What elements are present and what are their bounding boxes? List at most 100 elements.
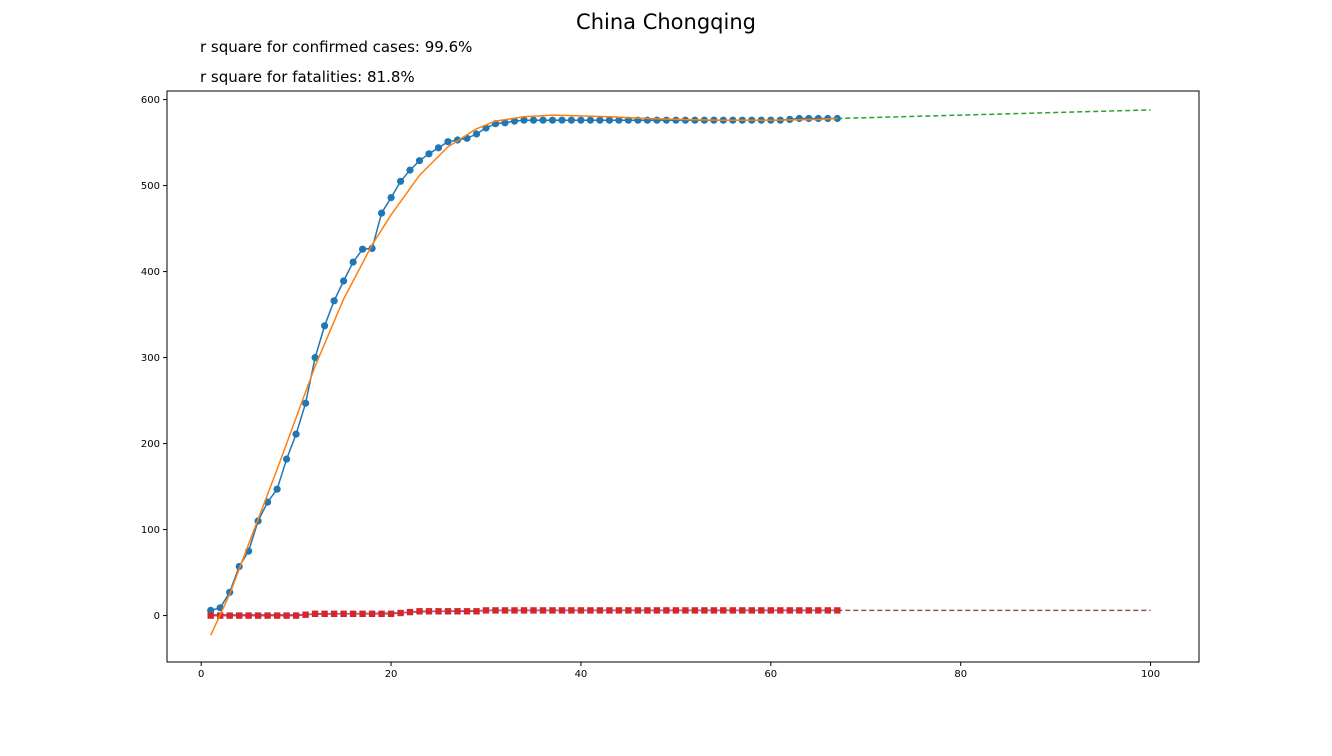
confirmed-point <box>273 485 281 493</box>
fatalities-point <box>520 607 528 614</box>
confirmed-point <box>605 116 614 124</box>
fatalities-point <box>796 607 803 614</box>
fatalities-point <box>463 608 471 615</box>
x-tick-label: 0 <box>198 669 204 680</box>
fatalities-point <box>720 607 727 614</box>
fatalities-point <box>416 608 423 615</box>
fatalities-point <box>492 607 499 614</box>
fatalities-point <box>615 607 623 614</box>
confirmed-point <box>558 116 566 124</box>
fatalities-point <box>691 607 699 614</box>
confirmed-point <box>378 209 386 217</box>
confirmed-line <box>210 117 838 612</box>
fatalities-point <box>682 607 689 614</box>
fatalities-point <box>511 607 518 614</box>
confirmed-point <box>653 116 661 124</box>
confirmed-point <box>510 117 519 125</box>
confirmed-point <box>340 277 348 285</box>
fatalities-point <box>558 607 566 614</box>
fatalities-point <box>786 607 793 614</box>
confirmed-point <box>520 116 528 124</box>
confirmed-point <box>444 138 452 146</box>
confirmed-point <box>539 116 547 124</box>
fatalities-point <box>283 612 290 619</box>
fatalities-point <box>644 607 651 614</box>
confirmed-point <box>529 116 538 124</box>
confirmed-point <box>586 116 595 124</box>
confirmed-point <box>330 297 338 305</box>
y-tick-label: 0 <box>154 611 160 622</box>
confirmed-point <box>472 130 481 138</box>
confirmed-fit-curve <box>210 114 838 636</box>
fatalities-point <box>625 607 632 614</box>
fatalities-point <box>549 607 556 614</box>
fatalities-point <box>653 607 661 614</box>
fatalities-point <box>824 607 831 614</box>
confirmed-point <box>349 258 357 266</box>
confirmed-point <box>415 157 424 165</box>
fatalities-point <box>359 610 366 617</box>
fatalities-point <box>577 607 585 614</box>
confirmed-point <box>805 114 813 123</box>
fatalities-point <box>245 612 252 619</box>
x-axis: 0 20 40 60 80 100 <box>198 662 1160 680</box>
r-square-confirmed-text: r square for confirmed cases: 99.6% <box>200 38 473 56</box>
fatalities-point <box>254 612 262 619</box>
y-axis: 0 100 200 300 400 500 600 <box>141 95 167 622</box>
confirmed-point <box>814 114 822 123</box>
confirmed-point <box>596 116 604 124</box>
fatalities-point <box>530 607 537 614</box>
fatalities-point <box>273 612 281 619</box>
confirmed-point <box>501 119 509 127</box>
fatalities-point <box>454 608 461 615</box>
fatalities-point <box>236 612 243 619</box>
confirmed-point <box>387 194 395 202</box>
fatalities-point <box>311 610 319 617</box>
fatalities-point <box>539 607 547 614</box>
fatalities-point <box>767 607 774 614</box>
x-tick-label: 40 <box>575 669 588 680</box>
fatalities-point <box>501 607 509 614</box>
fatalities-point <box>435 608 442 615</box>
confirmed-point <box>397 177 405 185</box>
fatalities-point <box>777 607 784 614</box>
y-tick-label: 600 <box>141 95 160 106</box>
fatalities-point <box>596 607 604 614</box>
fatalities-point <box>834 607 841 614</box>
fatalities-point <box>425 608 433 615</box>
confirmed-point <box>406 166 414 174</box>
fatalities-point <box>330 610 338 617</box>
fatalities-point <box>739 607 746 614</box>
confirmed-point <box>548 116 557 124</box>
fatalities-point <box>606 607 613 614</box>
confirmed-point <box>425 150 433 158</box>
y-tick-label: 300 <box>141 353 160 364</box>
fatalities-point <box>815 607 822 614</box>
fatalities-point <box>397 609 404 617</box>
x-tick-label: 100 <box>1141 669 1160 680</box>
x-tick-label: 60 <box>764 669 777 680</box>
confirmed-point <box>672 116 680 124</box>
confirmed-point <box>368 244 376 252</box>
fatalities-point <box>444 608 452 615</box>
confirmed-point <box>567 116 576 124</box>
confirmed-point <box>311 354 319 362</box>
confirmed-point <box>283 455 291 463</box>
fatalities-point <box>805 607 812 614</box>
confirmed-point <box>577 116 585 124</box>
fatalities-point <box>672 607 680 614</box>
confirmed-point <box>833 114 841 123</box>
fatalities-point <box>663 607 670 614</box>
r-square-fatalities-text: r square for fatalities: 81.8% <box>200 68 415 86</box>
plot-frame <box>166 90 1200 663</box>
fatalities-point <box>634 607 642 614</box>
x-tick-label: 80 <box>954 669 967 680</box>
fatalities-point <box>758 607 765 614</box>
confirmed-point <box>292 430 300 438</box>
fatalities-point <box>207 612 214 619</box>
fatalities-point <box>710 607 718 614</box>
y-tick-label: 200 <box>141 439 160 450</box>
fatalities-point <box>378 610 385 617</box>
fatalities-point <box>368 610 376 617</box>
